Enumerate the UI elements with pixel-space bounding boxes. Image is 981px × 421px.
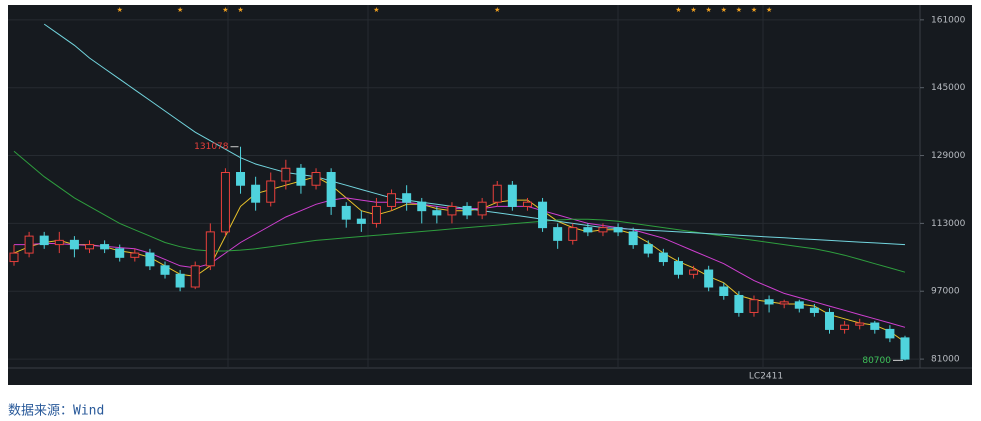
- event-star: ★: [706, 6, 712, 14]
- event-star: ★: [751, 6, 757, 14]
- candle-body: [251, 184, 261, 203]
- candle-body: [568, 227, 578, 241]
- candle-body: [371, 205, 381, 224]
- candle-body: [824, 311, 834, 330]
- event-star: ★: [721, 6, 727, 14]
- candle-body: [356, 218, 366, 224]
- candle-body: [236, 172, 246, 186]
- candle-body: [326, 172, 336, 207]
- candle-body: [281, 167, 291, 182]
- y-tick-label: 113000: [931, 219, 966, 229]
- candle-body: [115, 248, 125, 258]
- candle-body: [628, 231, 638, 246]
- event-star: ★: [690, 6, 696, 14]
- candle-body: [296, 167, 306, 186]
- candle-body: [840, 324, 850, 330]
- candle-body: [402, 193, 412, 203]
- candle-body: [673, 261, 683, 275]
- candle-body: [477, 201, 487, 216]
- event-star: ★: [373, 6, 379, 14]
- candle-body: [885, 328, 895, 339]
- event-star: ★: [237, 6, 243, 14]
- candle-body: [643, 244, 653, 254]
- candle-body: [9, 252, 19, 263]
- candle-body: [432, 210, 442, 216]
- candle-body: [553, 227, 563, 241]
- candle-body: [69, 239, 79, 250]
- candle-body: [689, 269, 699, 275]
- candle-body: [175, 273, 185, 288]
- candle-body: [583, 227, 593, 233]
- candle-body: [809, 307, 819, 313]
- candle-body: [734, 294, 744, 313]
- event-star: ★: [766, 6, 772, 14]
- candle-body: [719, 286, 729, 296]
- candle-body: [507, 184, 517, 207]
- candle-body: [54, 239, 64, 246]
- candle-body: [538, 201, 548, 229]
- min-label: 80700: [862, 356, 891, 366]
- candle-body: [462, 205, 472, 216]
- y-tick-label: 145000: [931, 83, 966, 93]
- event-star: ★: [177, 6, 183, 14]
- event-star: ★: [494, 6, 500, 14]
- candle-body: [779, 301, 789, 305]
- y-tick-label: 161000: [931, 15, 966, 25]
- candle-body: [39, 235, 49, 246]
- candle-body: [341, 205, 351, 220]
- candle-body: [130, 252, 140, 258]
- candle-body: [522, 201, 532, 207]
- y-tick-label: 97000: [931, 287, 960, 297]
- candle-body: [311, 172, 321, 186]
- candle-body: [145, 252, 155, 267]
- ma-line: [14, 197, 906, 328]
- source-note: 数据来源：Wind: [8, 404, 104, 419]
- candle-body: [794, 301, 804, 309]
- candle-body: [900, 337, 910, 360]
- event-star: ★: [222, 6, 228, 14]
- x-axis-label: LC2411: [749, 372, 783, 382]
- candle-body: [492, 184, 502, 203]
- candle-body: [190, 265, 200, 288]
- candle-body: [85, 244, 95, 250]
- candle-body: [598, 227, 608, 233]
- candle-body: [387, 193, 397, 207]
- candle-body: [447, 205, 457, 216]
- candle-body: [220, 172, 230, 233]
- event-star: ★: [675, 6, 681, 14]
- candle-body: [764, 299, 774, 305]
- candle-body: [613, 227, 623, 233]
- candle-body: [658, 252, 668, 263]
- candle-body: [24, 235, 34, 254]
- candle-body: [704, 269, 714, 288]
- chart-background: [8, 5, 972, 385]
- y-tick-label: 81000: [931, 355, 960, 365]
- candle-body: [870, 322, 880, 330]
- event-star: ★: [117, 6, 123, 14]
- candle-body: [417, 201, 427, 212]
- candle-body: [160, 265, 170, 275]
- candle-body: [749, 299, 759, 313]
- candle-body: [855, 322, 865, 326]
- candle-body: [100, 244, 110, 250]
- candle-body: [266, 180, 276, 203]
- ma-line: [43, 23, 906, 246]
- event-star: ★: [736, 6, 742, 14]
- candle-body: [205, 231, 215, 267]
- y-tick-label: 129000: [931, 151, 966, 161]
- max-label: 131078: [194, 142, 229, 152]
- ma-line: [13, 150, 906, 273]
